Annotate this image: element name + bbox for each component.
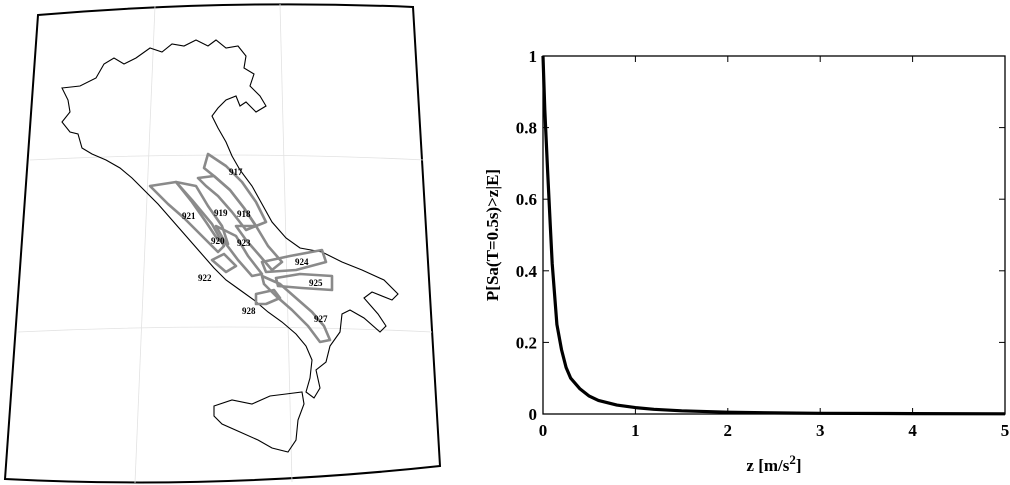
x-axis-title-superscript: 2 (789, 452, 796, 467)
x-axis-title-close: ] (796, 456, 802, 475)
map-panel: 917 918 919 920 921 922 923 924 925 927 … (3, 3, 442, 484)
x-tick-label: 4 (908, 421, 917, 440)
y-tick-label: 0.6 (516, 190, 537, 209)
x-tick-label: 5 (1001, 421, 1010, 440)
series-layer (541, 55, 1006, 416)
y-tick-label: 0 (529, 405, 538, 424)
zone-labels: 917 918 919 920 921 922 923 924 925 927 … (182, 167, 328, 324)
y-tick-label: 0.4 (516, 262, 538, 281)
zone-label: 928 (242, 306, 256, 316)
zone-label: 918 (237, 209, 251, 219)
y-tick-label: 1 (529, 47, 538, 66)
zone-label: 919 (214, 208, 228, 218)
zone-label: 922 (198, 273, 212, 283)
zone-label: 923 (237, 238, 251, 248)
map-graticule (17, 3, 433, 484)
x-axis-title-main: z [m/s (746, 456, 789, 475)
x-tick-label: 2 (724, 421, 733, 440)
y-axis: 0 0.2 0.4 0.6 0.8 1 (516, 47, 1005, 424)
x-axis-title: z [m/s2] (746, 452, 801, 476)
plot-area (542, 55, 1006, 415)
italy-coastline (61, 39, 399, 453)
zone-label: 924 (295, 257, 309, 267)
zone-label: 925 (309, 278, 323, 288)
x-tick-label: 3 (816, 421, 825, 440)
series-line (541, 55, 1006, 416)
y-tick-label: 0.8 (516, 119, 537, 138)
zone-label: 921 (182, 211, 196, 221)
x-tick-label: 0 (539, 421, 548, 440)
y-axis-title: P[Sa(T=0.5s)>z|E] (483, 169, 502, 301)
seismic-zones (148, 152, 334, 344)
y-tick-label: 0.2 (516, 333, 537, 352)
zone-label: 920 (211, 236, 225, 246)
zone-label: 917 (229, 167, 243, 177)
x-tick-label: 1 (631, 421, 640, 440)
zone-label: 927 (314, 314, 328, 324)
